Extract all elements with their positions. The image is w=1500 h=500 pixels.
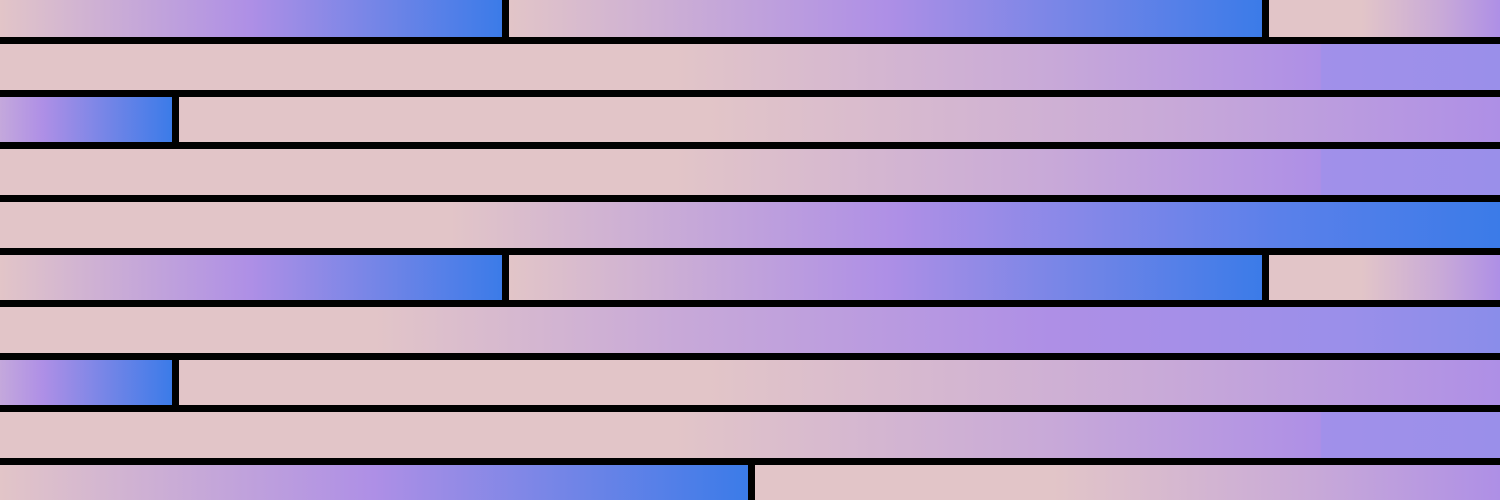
stripe-10-segment-2 [755,465,1500,500]
stripe-2-segment-1 [0,44,1500,90]
stripe-8-segment-1 [0,360,172,405]
stripe-1-segment-3 [1269,0,1500,37]
stripe-1-segment-1 [0,0,502,37]
stripe-3-segment-1 [0,97,172,142]
stripe-4-segment-1 [0,149,1500,195]
stripe-5-segment-1 [0,202,1500,248]
stripe-10-segment-1 [0,465,748,500]
stripe-1-segment-2 [509,0,1262,37]
stripe-8-segment-2 [179,360,1500,405]
stripe-7-segment-1 [0,307,1500,353]
stripe-3-segment-2 [179,97,1500,142]
stripe-9-segment-1 [0,412,1500,458]
stripe-6-segment-2 [509,255,1262,300]
stripe-6-segment-3 [1269,255,1500,300]
stripe-6-segment-1 [0,255,502,300]
